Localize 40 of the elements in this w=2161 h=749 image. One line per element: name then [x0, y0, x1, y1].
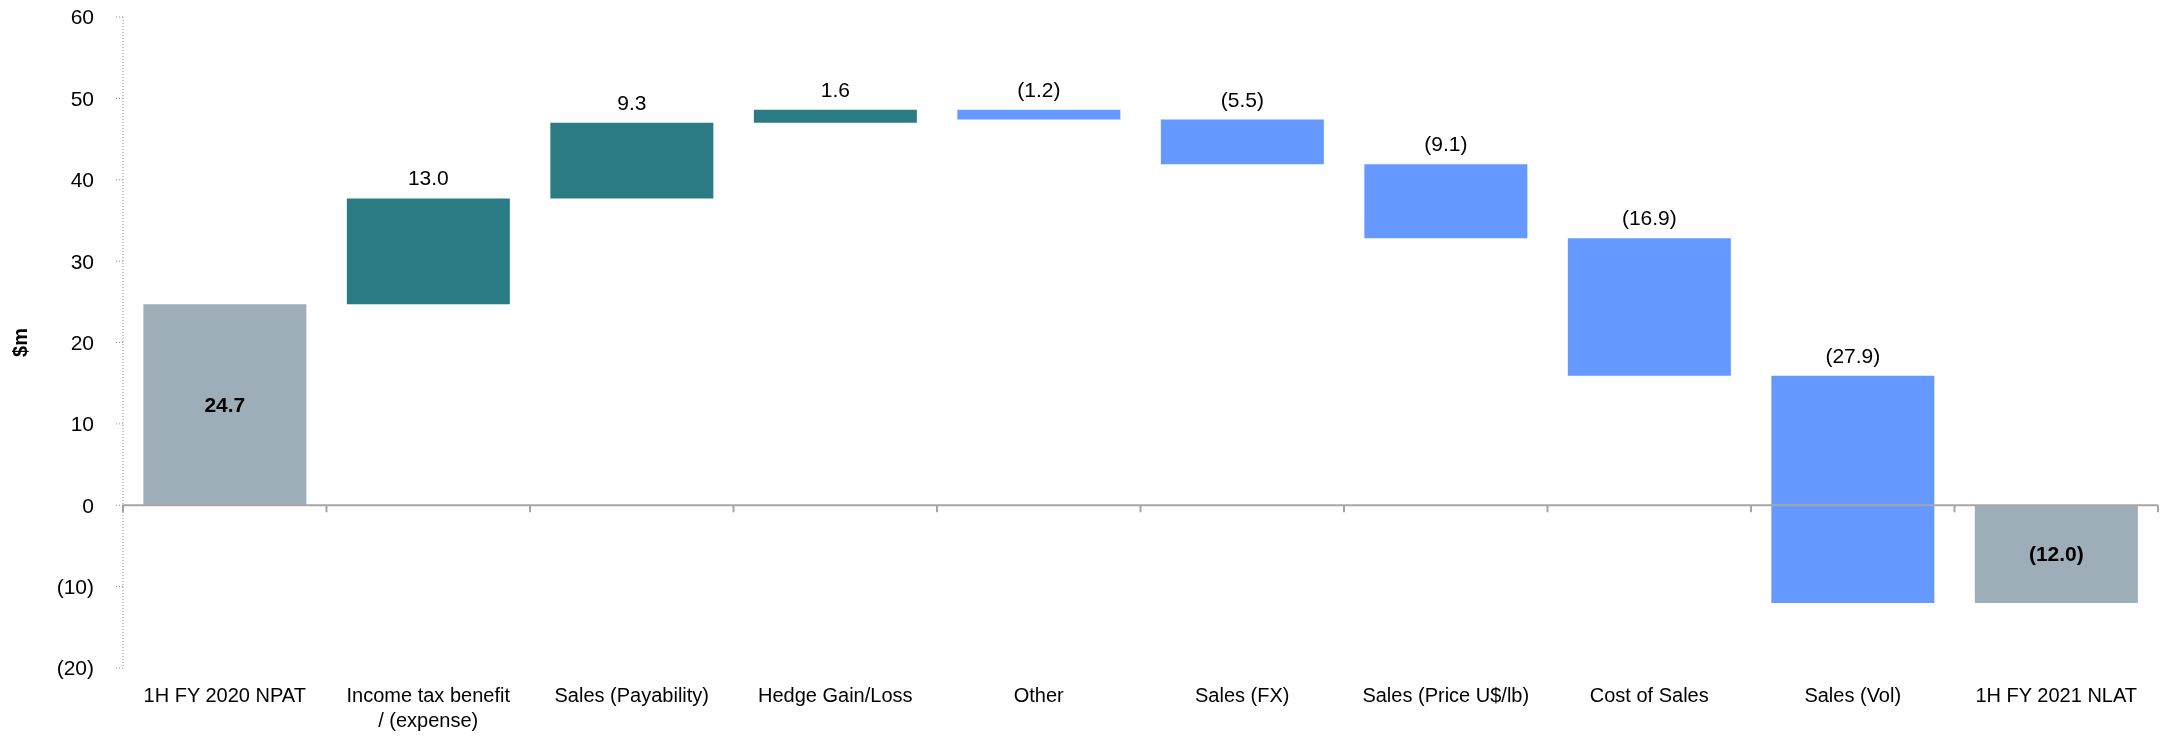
x-tick-label: 1H FY 2020 NPAT [143, 684, 306, 706]
bar [753, 109, 917, 123]
y-tick-label: 40 [70, 168, 94, 192]
bar [1974, 505, 2138, 603]
bar [1160, 119, 1324, 165]
data-label: 13.0 [407, 166, 449, 190]
bar [550, 122, 714, 199]
bar [1567, 238, 1731, 376]
bar [957, 109, 1121, 120]
x-tick-label: 1H FY 2021 NLAT [1975, 684, 2138, 706]
y-tick-label: (10) [56, 575, 94, 599]
data-label: (16.9) [1621, 206, 1677, 230]
y-tick-label: 10 [70, 412, 94, 436]
data-label: 1.6 [820, 77, 850, 101]
x-tick-label: Sales (Vol) [1804, 684, 1902, 706]
data-label: (9.1) [1424, 132, 1468, 156]
bar [1364, 164, 1528, 239]
y-axis-title: $m [9, 328, 32, 357]
data-label: 24.7 [204, 392, 246, 416]
x-tick-label: Sales (Price U$/lb) [1362, 684, 1530, 706]
x-tick-label: Cost of Sales [1589, 684, 1709, 706]
bar [1771, 375, 1935, 603]
data-label: (27.9) [1825, 343, 1881, 367]
y-tick-label: 60 [70, 5, 94, 29]
y-tick-label: 30 [70, 249, 94, 273]
y-tick-label: (20) [56, 656, 94, 680]
x-tick-label: Income tax benefit / (expense) [346, 684, 511, 731]
data-label: (12.0) [2028, 542, 2084, 566]
y-tick-label: 50 [70, 86, 94, 110]
x-tick-label: Sales (Payability) [554, 684, 710, 706]
x-tick-label: Hedge Gain/Loss [757, 684, 913, 706]
x-tick-label: Other [1013, 684, 1065, 706]
y-tick-label: 20 [70, 330, 94, 354]
bar [346, 198, 510, 305]
data-label: (1.2) [1017, 77, 1061, 101]
bar [143, 304, 307, 506]
data-label: 9.3 [617, 90, 647, 114]
x-tick-label: Sales (FX) [1195, 684, 1290, 706]
y-tick-label: 0 [82, 493, 94, 517]
data-label: (5.5) [1220, 87, 1264, 111]
